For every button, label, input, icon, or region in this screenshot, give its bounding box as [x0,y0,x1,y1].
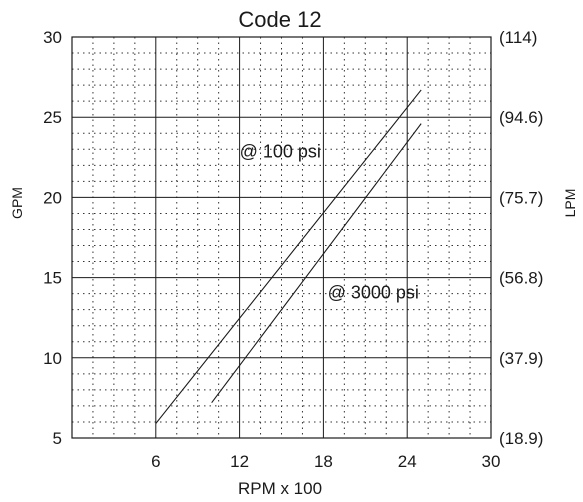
y-axis-label: GPM [9,187,25,219]
y2-tick-label: (18.9) [499,429,543,448]
chart-title: Code 12 [238,7,321,32]
y2-axis-label: LPM [562,189,578,218]
x-tick-label: 6 [151,452,160,471]
x-tick-label: 12 [230,452,249,471]
series-layer [155,89,422,424]
x-tick-label: 18 [314,452,333,471]
y-tick-label: 30 [43,28,62,47]
y-tick-labels: 5 10 15 20 25 30 [43,28,62,448]
y2-tick-labels: (18.9) (37.9) (56.8) (75.7) (94.6) (114) [499,28,543,448]
series-annotation: @ 3000 psi [328,282,419,302]
y-tick-label: 5 [53,429,62,448]
series-line-2 [211,123,422,404]
y2-tick-label: (75.7) [499,188,543,207]
y-tick-label: 25 [43,108,62,127]
x-tick-label: 24 [398,452,417,471]
series-annotation: @ 100 psi [240,141,321,161]
plot-frame [71,36,492,439]
y-tick-label: 10 [43,349,62,368]
major-gridlines [72,37,491,438]
y-tick-label: 15 [43,269,62,288]
x-tick-label: 30 [482,452,501,471]
y2-tick-label: (114) [499,28,537,47]
y2-tick-label: (94.6) [499,108,543,127]
y2-tick-label: (37.9) [499,349,543,368]
y2-tick-label: (56.8) [499,269,543,288]
minor-gridlines [72,37,491,438]
annotations: @ 100 psi @ 3000 psi [240,141,419,302]
x-axis-label: RPM x 100 [238,479,322,498]
series-line-1 [155,89,422,424]
x-tick-labels: 6 12 18 24 30 [151,452,500,471]
y-tick-label: 20 [43,188,62,207]
